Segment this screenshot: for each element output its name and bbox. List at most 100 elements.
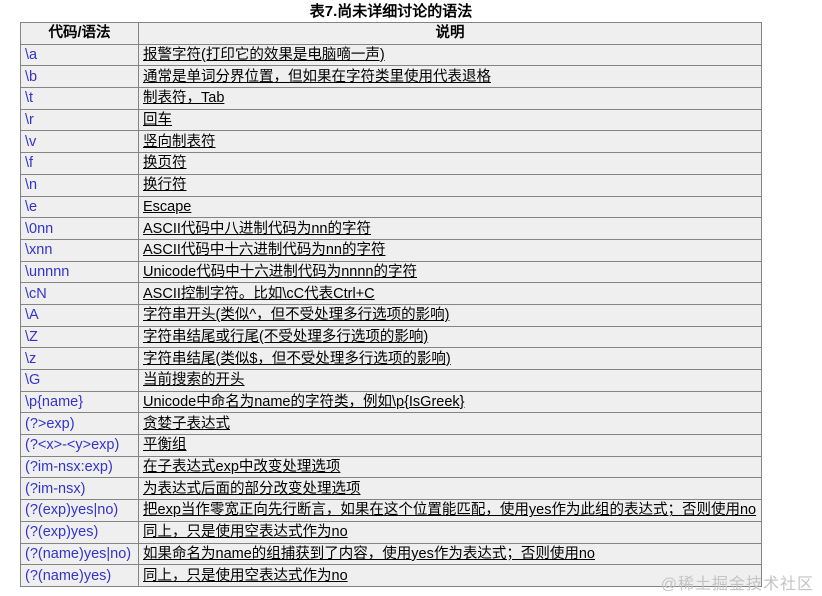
- desc-text: ASCII代码中十六进制代码为nn的字符: [143, 242, 386, 259]
- desc-cell: 制表符，Tab: [138, 87, 762, 110]
- table-row: (?(exp)yes|no) 把exp当作零宽正向先行断言，如果在这个位置能匹配，…: [20, 499, 762, 522]
- table-row: \A 字符串开头(类似^，但不受处理多行选项的影响): [20, 303, 762, 327]
- table-row: (?im-nsx:exp) 在子表达式exp中改变处理选项: [20, 455, 762, 479]
- desc-cell: ASCII控制字符。比如\cC代表Ctrl+C: [138, 282, 762, 305]
- code-cell: (?(name)yes): [20, 564, 139, 587]
- desc-cell: 同上，只是使用空表达式作为no: [138, 520, 762, 544]
- desc-text: 报警字符(打印它的效果是电脑嘀一声): [143, 47, 385, 64]
- table-row: \e Escape: [20, 195, 762, 219]
- watermark: @稀土掘金技术社区: [660, 576, 814, 593]
- code-cell: \cN: [20, 282, 139, 305]
- table-row: \xnn ASCII代码中十六进制代码为nn的字符: [20, 238, 762, 262]
- code-cell: (?(exp)yes|no): [20, 499, 139, 522]
- desc-cell: 当前搜索的开头: [138, 369, 762, 392]
- desc-text: 字符串结尾或行尾(不受处理多行选项的影响): [143, 328, 429, 345]
- code-cell: (?im-nsx:exp): [20, 455, 139, 479]
- desc-cell: 通常是单词分界位置，但如果在字符类里使用代表退格: [138, 65, 762, 89]
- code-cell: \t: [20, 87, 139, 110]
- desc-text: 竖向制表符: [143, 133, 216, 150]
- code-cell: \p{name}: [20, 390, 139, 414]
- table-row: \n 换行符: [20, 173, 762, 197]
- desc-cell: 回车: [138, 108, 762, 132]
- desc-text: 同上，只是使用空表达式作为no: [143, 524, 348, 541]
- code-cell: \v: [20, 130, 139, 154]
- desc-cell: 把exp当作零宽正向先行断言，如果在这个位置能匹配，使用yes作为此组的表达式；…: [138, 499, 762, 522]
- desc-text: 回车: [143, 112, 172, 129]
- table-row: (?>exp) 贪婪子表达式: [20, 412, 762, 436]
- table-row: \a 报警字符(打印它的效果是电脑嘀一声): [20, 43, 762, 67]
- desc-cell: 为表达式后面的部分改变处理选项: [138, 477, 762, 501]
- desc-text: 如果命名为name的组捕获到了内容，使用yes作为表达式；否则使用no: [143, 545, 595, 562]
- desc-text: 贪婪子表达式: [143, 415, 230, 432]
- desc-text: 字符串结尾(类似$，但不受处理多行选项的影响): [143, 350, 451, 367]
- code-cell: \r: [20, 108, 139, 132]
- desc-text: ASCII控制字符。比如\cC代表Ctrl+C: [143, 285, 375, 302]
- table-row: \v 竖向制表符: [20, 130, 762, 154]
- desc-text: 通常是单词分界位置，但如果在字符类里使用代表退格: [143, 68, 491, 85]
- table-row: \f 换页符: [20, 152, 762, 175]
- code-cell: \unnnn: [20, 260, 139, 284]
- desc-text: 把exp当作零宽正向先行断言，如果在这个位置能匹配，使用yes作为此组的表达式；…: [143, 502, 757, 519]
- table-row: \p{name} Unicode中命名为name的字符类，例如\p{IsGreek…: [20, 390, 762, 414]
- code-cell: (?im-nsx): [20, 477, 139, 501]
- code-cell: (?(name)yes|no): [20, 542, 139, 566]
- desc-text: 平衡组: [143, 437, 187, 454]
- code-cell: (?>exp): [20, 412, 139, 436]
- code-cell: \a: [20, 43, 139, 67]
- table-row: (?(exp)yes) 同上，只是使用空表达式作为no: [20, 520, 762, 544]
- table-title: 表7.尚未详细讨论的语法: [309, 3, 473, 20]
- code-cell: \G: [20, 369, 139, 392]
- desc-cell: 换页符: [138, 152, 762, 175]
- desc-cell: ASCII代码中十六进制代码为nn的字符: [138, 238, 762, 262]
- desc-cell: 报警字符(打印它的效果是电脑嘀一声): [138, 43, 762, 67]
- header-row: 代码/语法 说明: [20, 22, 762, 45]
- desc-cell: 贪婪子表达式: [138, 412, 762, 436]
- desc-cell: 字符串结尾(类似$，但不受处理多行选项的影响): [138, 347, 762, 370]
- code-cell: \n: [20, 173, 139, 197]
- code-cell: (?(exp)yes): [20, 520, 139, 544]
- desc-cell: Escape: [138, 195, 762, 219]
- table-row: \0nn ASCII代码中八进制代码为nn的字符: [20, 217, 762, 240]
- desc-cell: 如果命名为name的组捕获到了内容，使用yes作为表达式；否则使用no: [138, 542, 762, 566]
- table-row: \b 通常是单词分界位置，但如果在字符类里使用代表退格: [20, 65, 762, 89]
- code-cell: \z: [20, 347, 139, 370]
- desc-text: 同上，只是使用空表达式作为no: [143, 567, 348, 584]
- table-row: (?(name)yes) 同上，只是使用空表达式作为no: [20, 564, 762, 587]
- code-cell: \e: [20, 195, 139, 219]
- code-cell: (?<x>-<y>exp): [20, 434, 139, 457]
- desc-cell: 换行符: [138, 173, 762, 197]
- desc-text: 为表达式后面的部分改变处理选项: [143, 480, 361, 497]
- table-row: \r 回车: [20, 108, 762, 132]
- desc-text: 当前搜索的开头: [143, 372, 245, 389]
- desc-cell: 竖向制表符: [138, 130, 762, 154]
- syntax-table: 代码/语法 说明 \a 报警字符(打印它的效果是电脑嘀一声) \b 通常是单词分界位置…: [20, 22, 762, 587]
- code-cell: \0nn: [20, 217, 139, 240]
- table-row: \G 当前搜索的开头: [20, 369, 762, 392]
- desc-cell: 同上，只是使用空表达式作为no: [138, 564, 762, 587]
- code-cell: \A: [20, 303, 139, 327]
- desc-text: ASCII代码中八进制代码为nn的字符: [143, 220, 371, 237]
- table-row: \cN ASCII控制字符。比如\cC代表Ctrl+C: [20, 282, 762, 305]
- desc-cell: 字符串开头(类似^，但不受处理多行选项的影响): [138, 303, 762, 327]
- desc-cell: 字符串结尾或行尾(不受处理多行选项的影响): [138, 325, 762, 349]
- desc-text: Unicode中命名为name的字符类，例如\p{IsGreek}: [143, 394, 465, 411]
- table-row: (?(name)yes|no) 如果命名为name的组捕获到了内容，使用yes作为…: [20, 542, 762, 566]
- table-row: (?<x>-<y>exp) 平衡组: [20, 434, 762, 457]
- desc-text: Unicode代码中十六进制代码为nnnn的字符: [143, 263, 417, 280]
- header-description: 说明: [138, 22, 762, 45]
- code-cell: \b: [20, 65, 139, 89]
- desc-text: 制表符，Tab: [143, 90, 225, 107]
- desc-cell: 平衡组: [138, 434, 762, 457]
- table-row: \unnnn Unicode代码中十六进制代码为nnnn的字符: [20, 260, 762, 284]
- desc-text: 换行符: [143, 177, 187, 194]
- desc-cell: Unicode代码中十六进制代码为nnnn的字符: [138, 260, 762, 284]
- code-cell: \xnn: [20, 238, 139, 262]
- table-row: \z 字符串结尾(类似$，但不受处理多行选项的影响): [20, 347, 762, 370]
- desc-text: Escape: [143, 198, 192, 215]
- table-row: \t 制表符，Tab: [20, 87, 762, 110]
- code-cell: \f: [20, 152, 139, 175]
- desc-cell: 在子表达式exp中改变处理选项: [138, 455, 762, 479]
- header-code-syntax: 代码/语法: [20, 22, 139, 45]
- desc-text: 在子表达式exp中改变处理选项: [143, 459, 341, 476]
